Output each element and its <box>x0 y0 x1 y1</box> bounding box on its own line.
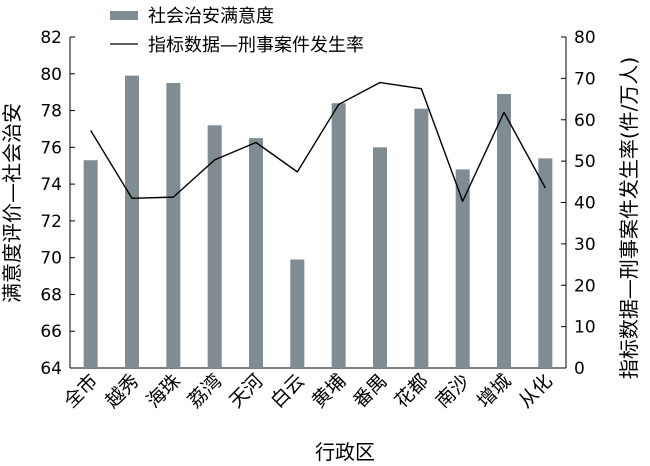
left-y-axis-title: 满意度评价—社会治安 <box>0 103 24 303</box>
x-axis-title: 行政区 <box>315 440 375 464</box>
bar <box>125 75 139 368</box>
right-y-tick-label: 40 <box>574 194 596 214</box>
bar <box>249 138 263 368</box>
category-label: 花都 <box>390 370 432 412</box>
category-label: 天河 <box>225 370 267 412</box>
left-y-tick-label: 70 <box>40 249 62 269</box>
bar <box>83 160 98 368</box>
category-label: 越秀 <box>101 370 143 412</box>
bar <box>166 82 181 368</box>
axes: 64 66 68 70 72 74 76 78 80 82 0 10 20 30 40 50 60 70 80 <box>40 28 595 379</box>
right-y-tick-label: 60 <box>574 111 596 131</box>
left-y-tick-label: 66 <box>40 322 62 342</box>
bar <box>331 103 346 368</box>
category-label: 增城 <box>473 370 515 412</box>
right-y-tick-label: 80 <box>574 28 596 48</box>
left-y-tick-label: 68 <box>40 285 62 305</box>
bar <box>290 259 305 368</box>
category-label: 番禺 <box>349 370 391 412</box>
line-series <box>90 81 546 202</box>
bar <box>373 147 387 368</box>
category-label: 黄埔 <box>308 370 350 412</box>
category-label: 全市 <box>60 370 102 412</box>
right-y-tick-label: 50 <box>574 152 596 172</box>
category-label: 海珠 <box>142 370 184 412</box>
legend-bar-swatch <box>110 11 138 20</box>
right-y-tick-label: 20 <box>574 276 596 296</box>
left-y-tick-label: 80 <box>40 65 62 85</box>
bar <box>207 125 222 369</box>
left-y-tick-label: 82 <box>40 28 62 48</box>
bar-series <box>83 75 553 369</box>
category-label: 从化 <box>514 370 556 412</box>
right-y-tick-label: 30 <box>574 235 596 255</box>
left-y-tick-label: 74 <box>40 175 62 195</box>
legend: 社会治安满意度 指标数据—刑事案件发生率 <box>110 6 364 56</box>
left-y-tick-label: 76 <box>40 138 62 158</box>
crime-rate-line <box>90 81 546 202</box>
right-y-tick-label: 0 <box>574 359 585 379</box>
left-y-tick-label: 72 <box>40 212 62 232</box>
bar <box>414 108 429 368</box>
legend-line-label: 指标数据—刑事案件发生率 <box>148 35 364 56</box>
category-label: 南沙 <box>432 370 474 412</box>
legend-bar-label: 社会治安满意度 <box>148 6 274 27</box>
bar <box>455 169 470 368</box>
right-y-tick-label: 10 <box>574 318 596 338</box>
category-label: 荔湾 <box>184 370 226 412</box>
left-y-tick-label: 78 <box>40 102 62 122</box>
right-y-axis-title: 指标数据—刑事案件发生率(件/万人) <box>617 57 641 379</box>
bar <box>497 94 511 368</box>
left-y-tick-label: 64 <box>40 359 62 379</box>
category-label: 白云 <box>266 370 308 412</box>
bar <box>538 158 553 368</box>
right-y-tick-label: 70 <box>574 69 596 89</box>
